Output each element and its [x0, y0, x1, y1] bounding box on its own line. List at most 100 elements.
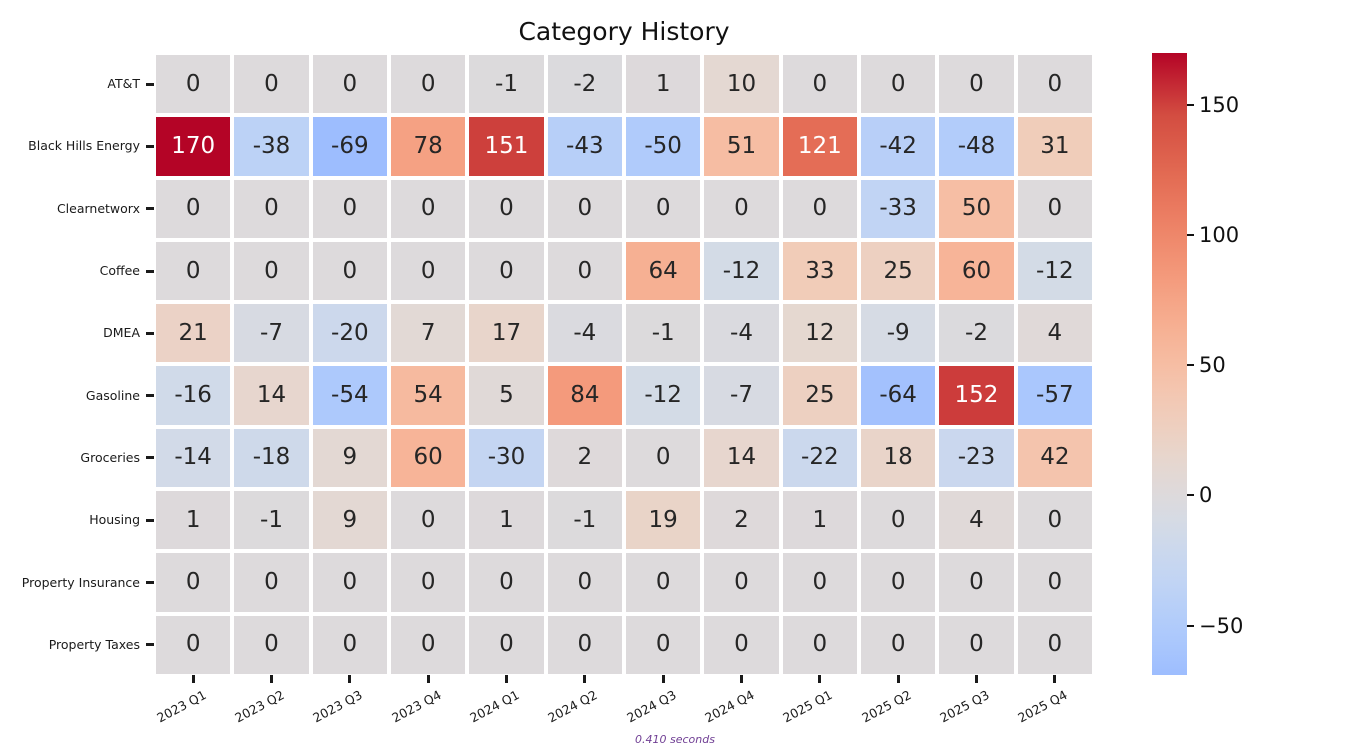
heatmap-cell: 0 — [234, 55, 309, 114]
row-label: Clearnetworx — [56, 200, 140, 216]
x-tick-mark — [191, 675, 195, 683]
row-label: Housing — [89, 512, 140, 528]
x-tick-mark — [661, 675, 665, 683]
heatmap-cell: 33 — [782, 241, 857, 301]
heatmap-cell: 0 — [469, 615, 544, 674]
heatmap-cell: 0 — [234, 179, 309, 238]
heatmap-cell: -64 — [861, 366, 936, 425]
heatmap-cell: 0 — [391, 491, 466, 550]
heatmap-cell: 10 — [704, 55, 779, 114]
heatmap-cell: 0 — [391, 241, 466, 301]
heatmap-cell: 0 — [782, 615, 857, 674]
heatmap-cell: 0 — [704, 615, 779, 674]
y-tick-mark — [146, 518, 154, 522]
heatmap-cell: 0 — [469, 241, 544, 301]
heatmap-cell: -57 — [1017, 366, 1092, 425]
heatmap-cell: -23 — [939, 428, 1014, 488]
heatmap-cell: 0 — [704, 553, 779, 612]
heatmap-cell: 0 — [939, 553, 1014, 612]
heatmap-cell: 0 — [234, 615, 309, 674]
heatmap-cell: 0 — [1017, 615, 1092, 674]
heatmap-cell: 0 — [391, 553, 466, 612]
heatmap-cell: -20 — [312, 304, 387, 363]
heatmap-cell: 54 — [391, 366, 466, 425]
column-label: 2023 Q1 — [153, 687, 209, 726]
heatmap-cell: 0 — [156, 179, 231, 238]
heatmap-cell: 0 — [234, 241, 309, 301]
y-tick-mark — [146, 269, 154, 273]
heatmap-cell: 7 — [391, 304, 466, 363]
y-tick-mark — [146, 643, 154, 647]
heatmap-cell: 21 — [156, 304, 231, 363]
heatmap-cell: 0 — [861, 553, 936, 612]
heatmap-cell: -12 — [626, 366, 701, 425]
row-label: Property Taxes — [48, 636, 140, 652]
heatmap-cell: 0 — [312, 615, 387, 674]
heatmap-cell: -42 — [861, 117, 936, 176]
colorbar-tick-label: −50 — [1199, 613, 1244, 638]
heatmap-cell: 12 — [782, 304, 857, 363]
heatmap-cell: 0 — [782, 55, 857, 114]
heatmap-cell: -4 — [704, 304, 779, 363]
y-tick-mark — [146, 207, 154, 211]
heatmap-cell: 25 — [782, 366, 857, 425]
heatmap-cell: 25 — [861, 241, 936, 301]
x-tick-mark — [740, 675, 743, 683]
heatmap-cell: 60 — [391, 428, 466, 488]
heatmap-cell: 31 — [1017, 117, 1092, 176]
heatmap-cell: -2 — [547, 55, 622, 114]
y-tick-mark — [146, 331, 154, 335]
colorbar-tick-mark — [1187, 104, 1194, 107]
heatmap-cell: 42 — [1017, 428, 1092, 488]
heatmap-cell: 2 — [704, 491, 779, 550]
heatmap-cell: 84 — [547, 366, 622, 425]
column-label: 2024 Q2 — [545, 687, 600, 726]
colorbar-tick-mark — [1187, 364, 1194, 367]
heatmap-cell: 0 — [156, 55, 231, 114]
heatmap-cell: 0 — [156, 241, 231, 301]
heatmap-cell: 4 — [939, 491, 1014, 550]
heatmap-cell: -50 — [626, 117, 701, 176]
heatmap-cell: 0 — [704, 179, 779, 238]
heatmap-cell: 5 — [469, 366, 544, 425]
heatmap-cell: 0 — [1017, 55, 1092, 114]
x-tick-mark — [818, 675, 822, 683]
heatmap-cell: 4 — [1017, 304, 1092, 363]
x-tick-mark — [270, 675, 273, 683]
colorbar-tick-label: 150 — [1199, 93, 1240, 118]
heatmap-cell: 0 — [939, 615, 1014, 674]
y-tick-mark — [146, 394, 154, 398]
column-label: 2025 Q3 — [937, 687, 992, 726]
heatmap-cell: 9 — [312, 491, 387, 550]
y-tick-mark — [146, 82, 154, 86]
heatmap-cell: 0 — [312, 553, 387, 612]
heatmap-cell: 0 — [1017, 553, 1092, 612]
chart-title: Category History — [518, 17, 730, 46]
column-label: 2024 Q4 — [702, 687, 757, 726]
heatmap-cell: 18 — [861, 428, 936, 488]
column-label: 2023 Q3 — [310, 687, 365, 726]
heatmap-cell: 0 — [391, 55, 466, 114]
heatmap-cell: 0 — [312, 241, 387, 301]
heatmap-cell: 0 — [626, 428, 701, 488]
heatmap-cell: 60 — [939, 241, 1014, 301]
x-tick-mark — [505, 675, 508, 683]
heatmap-cell: 0 — [391, 615, 466, 674]
row-label: AT&T — [107, 76, 140, 92]
heatmap-cell: 0 — [1017, 491, 1092, 550]
column-label: 2024 Q3 — [623, 687, 679, 726]
heatmap-cell: 17 — [469, 304, 544, 363]
heatmap-cell: -12 — [1017, 241, 1092, 301]
heatmap-cell: -1 — [469, 55, 544, 114]
heatmap-cell: 50 — [939, 179, 1014, 238]
heatmap-cell: 64 — [626, 241, 701, 301]
colorbar-tick-label: 50 — [1199, 353, 1226, 378]
row-label: Coffee — [99, 263, 140, 279]
x-tick-mark — [1053, 675, 1057, 683]
heatmap-cell: -7 — [704, 366, 779, 425]
heatmap-cell: -9 — [861, 304, 936, 363]
x-tick-mark — [896, 675, 900, 683]
heatmap-cell: 0 — [626, 615, 701, 674]
heatmap-cell: 0 — [861, 491, 936, 550]
row-label: Gasoline — [85, 387, 140, 403]
